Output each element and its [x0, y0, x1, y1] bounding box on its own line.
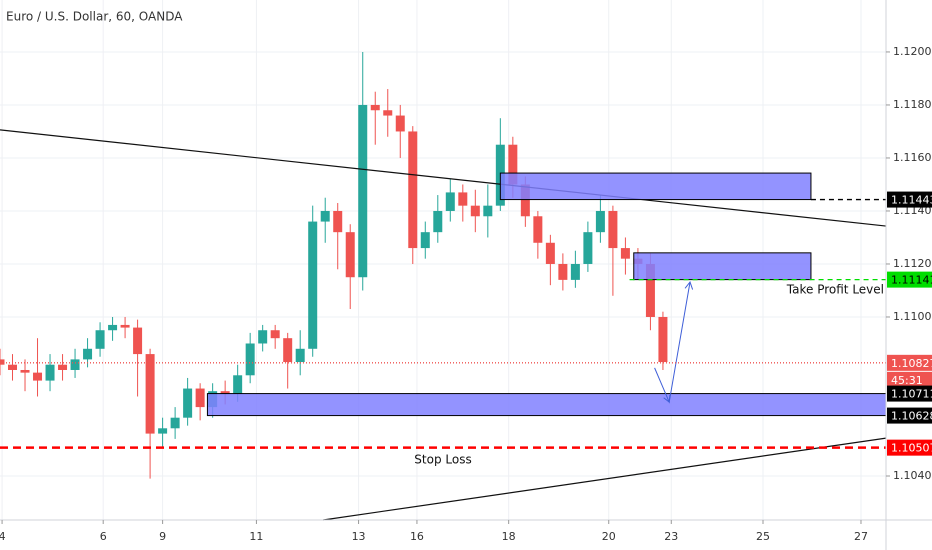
annotation: Stop Loss [414, 453, 471, 467]
candle-body [70, 359, 80, 370]
x-tick-label: 25 [756, 530, 770, 543]
price-label-box [887, 191, 932, 208]
x-tick-label: 9 [159, 530, 166, 543]
candle-body [83, 348, 93, 360]
candle-body [645, 263, 655, 317]
zone [499, 172, 812, 201]
candle-body [333, 210, 343, 233]
candle-body [508, 144, 518, 185]
candle-body [8, 364, 18, 370]
chart-title: Euro / U.S. Dollar, 60, OANDA [6, 10, 183, 24]
arrow-head [663, 395, 671, 404]
trendline [0, 129, 887, 227]
candle-body [195, 388, 205, 408]
x-tick-label: 13 [352, 530, 366, 543]
candle-body [483, 205, 493, 217]
candle-body [183, 388, 193, 418]
candle-body [445, 192, 455, 211]
candle-body [608, 210, 618, 249]
zone-price-label: 1.10628 [891, 410, 932, 423]
candle-body [408, 131, 418, 249]
x-tick-label: 6 [100, 530, 107, 543]
candle-body [245, 343, 255, 376]
candle-body [395, 115, 405, 132]
candle-body [520, 184, 530, 217]
price-label-box [887, 271, 932, 288]
y-tick-label: 1.10400 [893, 469, 932, 482]
candle-body [533, 216, 543, 243]
arrow-head [684, 280, 694, 290]
candle-body [458, 192, 468, 206]
x-tick-label: 20 [602, 530, 616, 543]
candle-body [233, 375, 243, 394]
candle-body [120, 324, 130, 328]
price-label-box [887, 354, 932, 371]
candle-body [45, 364, 55, 381]
zone-price-label-box [887, 407, 932, 424]
candle-body [33, 372, 43, 381]
candle-body [133, 327, 143, 355]
candle-body [270, 330, 280, 339]
countdown-label: 45:31 [891, 374, 923, 387]
candle-body [370, 104, 380, 111]
candle-body [220, 391, 230, 394]
trendline [323, 437, 887, 521]
candle-body [158, 428, 168, 434]
candle-body [320, 210, 330, 222]
x-tick-label: 27 [854, 530, 868, 543]
candle-body [658, 316, 668, 363]
price-label: 1.10507 [891, 442, 932, 455]
candle-body [308, 221, 318, 349]
candle-body [570, 263, 580, 280]
candle-body [558, 263, 568, 280]
price-label-box [887, 439, 932, 456]
candle-body [0, 359, 5, 365]
zone [633, 252, 812, 281]
plot [0, 51, 887, 521]
y-tick-label: 1.11800 [893, 98, 932, 111]
x-tick-label: 11 [249, 530, 263, 543]
zone-price-label-box [887, 385, 932, 402]
candle-body [145, 354, 155, 434]
candle-body [258, 330, 268, 344]
candle-body [620, 248, 630, 259]
x-tick-label: 16 [410, 530, 424, 543]
annotation: Take Profit Level [786, 283, 884, 297]
x-tick-label: 23 [664, 530, 678, 543]
axes: 1.104001.110001.112001.114001.116001.118… [0, 45, 932, 543]
zone [206, 393, 887, 417]
countdown-label-box [887, 371, 932, 388]
y-tick-label: 1.11000 [893, 310, 932, 323]
y-tick-label: 1.11600 [893, 151, 932, 164]
candle-body [358, 104, 368, 278]
candle-body [470, 205, 480, 217]
candle-body [20, 369, 30, 373]
candle-body [95, 330, 105, 349]
candle-body [383, 110, 393, 116]
price-label: 1.11141 [891, 274, 932, 287]
candle-body [420, 232, 430, 249]
candle-body [295, 348, 305, 363]
candle-body [595, 210, 605, 233]
candle-body [283, 338, 293, 363]
x-tick-label: 4 [0, 530, 6, 543]
zone-price-label: 1.10711 [891, 388, 932, 401]
grid [0, 0, 886, 520]
price-label: 1.11443 [891, 194, 932, 207]
candle-body [170, 417, 180, 429]
candle-body [58, 364, 68, 370]
y-tick-label: 1.12000 [893, 45, 932, 58]
x-tick-label: 18 [502, 530, 516, 543]
candle-body [433, 210, 443, 233]
candle-body [545, 242, 555, 264]
price-label: 1.10827 [891, 357, 932, 370]
candle-body [345, 232, 355, 278]
y-tick-label: 1.11200 [893, 257, 932, 270]
candle-body [108, 324, 118, 331]
candle-body [583, 232, 593, 264]
